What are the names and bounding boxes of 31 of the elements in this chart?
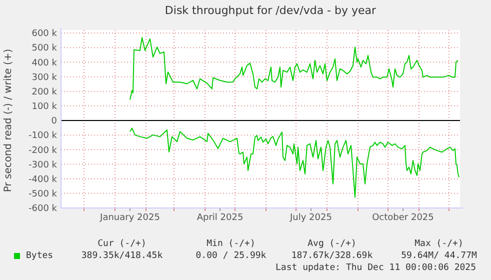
y-tick-label: 500 k — [32, 44, 58, 54]
text: 389.35k/418.45k — [81, 251, 164, 261]
y-tick-label: -300 k — [28, 160, 58, 170]
x-tick-label: July 2025 — [289, 213, 332, 223]
legend-label: Bytes — [26, 251, 54, 261]
y-tick-label: 0 — [51, 116, 58, 127]
x-tick-label: October 2025 — [372, 213, 434, 223]
y-axis-title: Pr second read (-) / write (+) — [3, 48, 14, 192]
y-tick-label: -400 k — [28, 174, 58, 185]
text: Cur (-/+) — [98, 239, 146, 249]
text: 187.67k/328.69k — [291, 251, 374, 261]
y-tick-label: -100 k — [28, 131, 58, 142]
x-tick-label: April 2025 — [196, 213, 244, 223]
text: Max (-/+) — [414, 239, 464, 249]
chart-title: Disk throughput for /dev/vda - by year — [164, 4, 377, 17]
y-tick-label: -500 k — [28, 190, 58, 200]
y-tick-label: -200 k — [28, 146, 58, 156]
line-series — [130, 128, 460, 198]
text: Last update: Thu Dec 11 00:00:06 2025 — [276, 263, 476, 273]
text: Avg (-/+) — [308, 239, 356, 249]
text: Min (-/+) — [206, 239, 256, 249]
y-tick-label: 400 k — [32, 58, 58, 68]
y-tick-label: 200 k — [32, 87, 58, 98]
text: 59.64M/ 44.77M — [401, 251, 478, 261]
line-series — [130, 37, 458, 100]
y-tick-label: -600 k — [28, 204, 58, 214]
text: 0.00 / 25.99k — [196, 251, 267, 261]
y-tick-label: 600 k — [32, 29, 58, 40]
x-tick-label: January 2025 — [99, 213, 160, 223]
y-tick-label: 300 k — [32, 72, 58, 83]
y-tick-label: 100 k — [32, 102, 58, 112]
